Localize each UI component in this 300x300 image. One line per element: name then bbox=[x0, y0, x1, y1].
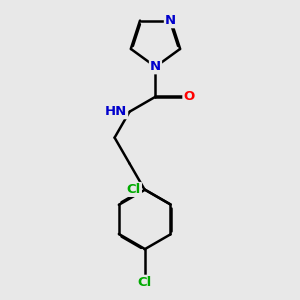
Text: O: O bbox=[183, 90, 195, 103]
Text: N: N bbox=[165, 14, 176, 27]
Text: Cl: Cl bbox=[137, 276, 152, 289]
Text: HN: HN bbox=[105, 105, 127, 118]
Text: Cl: Cl bbox=[127, 183, 141, 196]
Text: N: N bbox=[150, 60, 161, 73]
